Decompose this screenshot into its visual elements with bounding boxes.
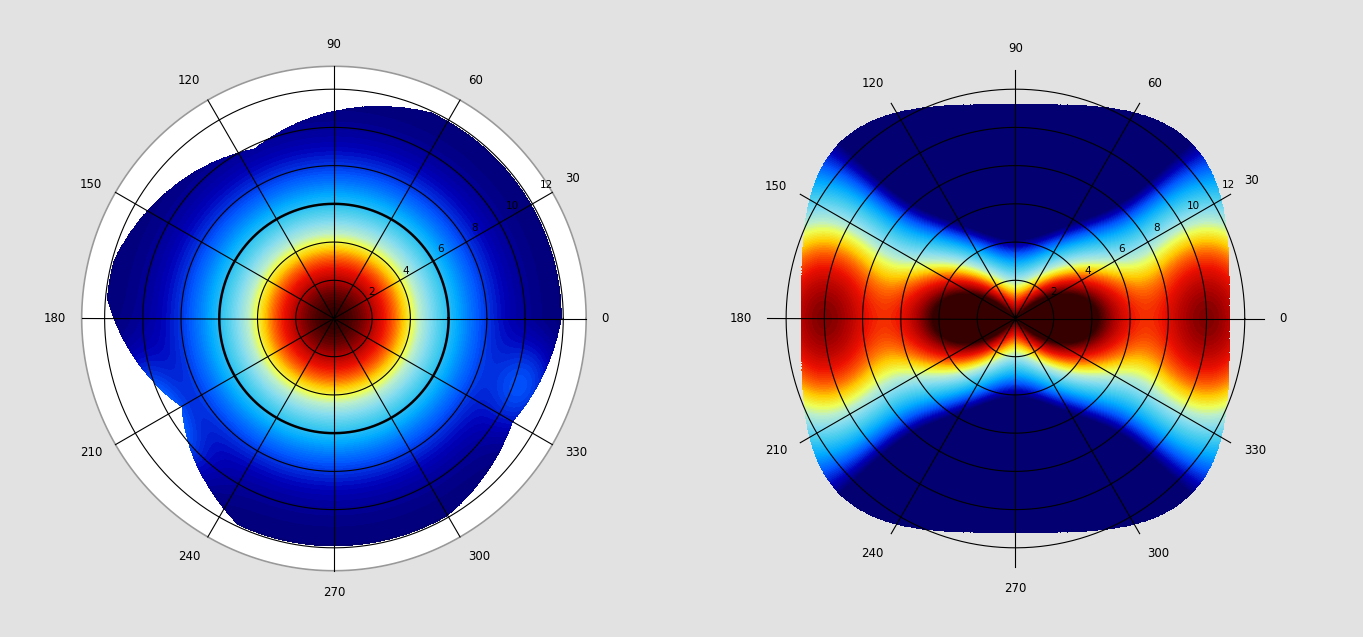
Text: 240: 240	[177, 550, 200, 563]
Text: 10: 10	[1187, 201, 1201, 211]
Text: 210: 210	[80, 446, 102, 459]
Text: 0: 0	[1278, 312, 1287, 325]
Text: 90: 90	[327, 38, 341, 51]
Text: 150: 150	[80, 178, 102, 191]
Text: 240: 240	[861, 547, 883, 560]
Text: 4: 4	[402, 266, 409, 276]
Polygon shape	[82, 66, 586, 571]
Text: 8: 8	[1153, 222, 1160, 233]
Text: 330: 330	[1244, 444, 1266, 457]
Text: 0: 0	[601, 312, 609, 325]
Text: 270: 270	[323, 586, 345, 599]
Text: 30: 30	[566, 172, 581, 185]
Text: 210: 210	[765, 444, 786, 457]
Text: 10: 10	[506, 201, 519, 211]
Text: 300: 300	[468, 550, 489, 563]
Text: 60: 60	[1148, 77, 1163, 90]
Text: 4: 4	[1084, 266, 1090, 276]
Text: 180: 180	[729, 312, 752, 325]
Text: 60: 60	[468, 74, 483, 87]
Text: 2: 2	[1050, 287, 1056, 297]
Text: 2: 2	[368, 287, 375, 297]
Text: 330: 330	[566, 446, 587, 459]
Text: 30: 30	[1244, 174, 1258, 187]
Text: 120: 120	[861, 77, 883, 90]
Text: 120: 120	[177, 74, 200, 87]
Text: 12: 12	[540, 180, 553, 190]
Text: 12: 12	[1221, 180, 1235, 190]
Text: 270: 270	[1005, 582, 1026, 595]
Text: 6: 6	[1119, 244, 1124, 254]
Text: 300: 300	[1148, 547, 1169, 560]
Text: 180: 180	[44, 312, 67, 325]
Text: 6: 6	[438, 244, 443, 254]
Text: 150: 150	[765, 180, 786, 193]
Text: 8: 8	[472, 222, 478, 233]
Text: 90: 90	[1009, 42, 1022, 55]
